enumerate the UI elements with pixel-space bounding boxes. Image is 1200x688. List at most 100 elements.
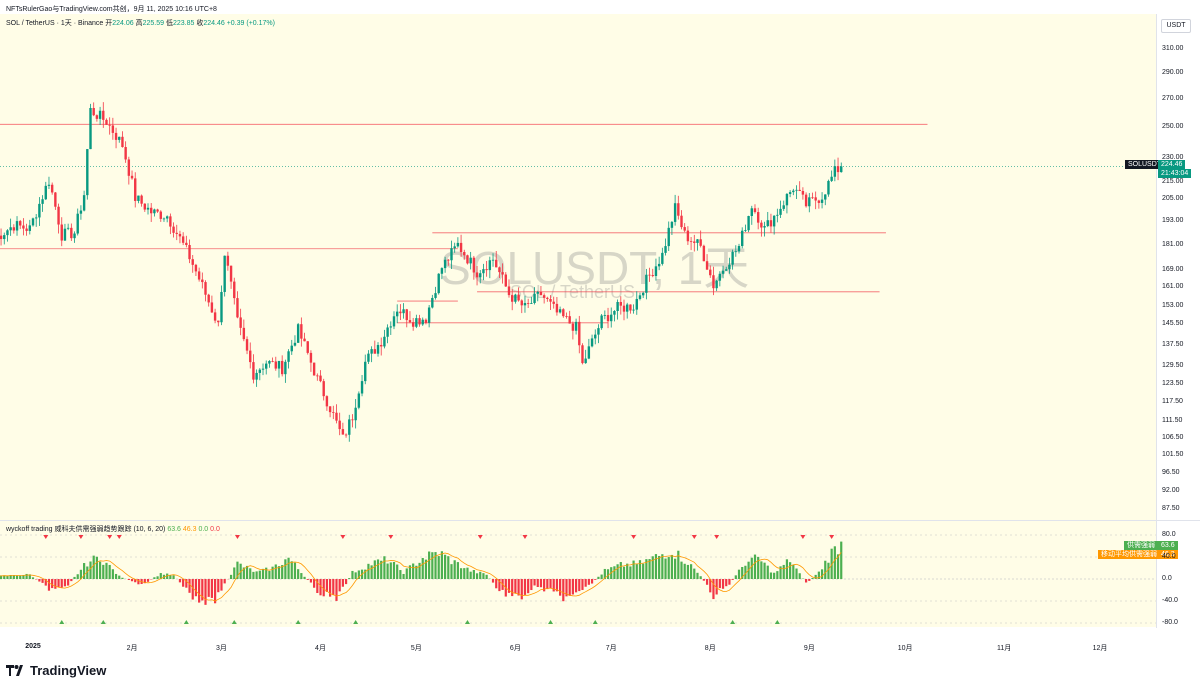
candle-body <box>699 239 702 246</box>
histogram-bar <box>166 573 169 579</box>
histogram-bar <box>47 579 51 591</box>
histogram-bar <box>527 579 530 594</box>
price-tick-label: 92.00 <box>1162 486 1180 494</box>
candle-body <box>772 215 776 227</box>
candle-body <box>325 396 329 407</box>
candle-body <box>667 227 670 247</box>
candle-body <box>833 166 837 177</box>
indicator-legend[interactable]: wyckoff trading 威科夫供需强弱趋势跟踪 (10, 6, 20) … <box>6 524 220 534</box>
buy-marker <box>592 620 598 624</box>
histogram-bar <box>543 579 546 592</box>
candle-body <box>661 252 664 264</box>
candle-body <box>169 216 172 227</box>
tradingview-logo[interactable]: TradingView <box>6 663 106 678</box>
histogram-bar <box>626 563 629 579</box>
candle-body <box>702 245 706 262</box>
histogram-bar <box>245 565 249 579</box>
histogram-bar <box>341 579 344 587</box>
indicator-name-tag-2: 移动平均供需强弱 <box>1098 550 1160 559</box>
candle-body <box>102 110 105 120</box>
histogram-bar <box>351 570 354 579</box>
indicator-tick-label: 40.0 <box>1162 553 1176 560</box>
histogram-bar <box>773 572 776 579</box>
histogram-bar <box>293 562 297 579</box>
candle-body <box>635 298 638 310</box>
histogram-bar <box>827 562 830 579</box>
histogram-bar <box>737 569 741 579</box>
candle-body <box>175 232 178 234</box>
candle-body <box>753 208 757 213</box>
histogram-bar <box>322 579 325 597</box>
histogram-bar <box>223 579 226 584</box>
candle-body <box>830 176 833 181</box>
candle-body <box>741 230 744 247</box>
histogram-bar <box>357 570 360 579</box>
histogram-bar <box>680 561 683 579</box>
candle-body <box>549 298 552 302</box>
histogram-bar <box>130 579 134 582</box>
candle-body <box>447 259 450 261</box>
histogram-bar <box>338 579 341 592</box>
candle-body <box>798 189 801 191</box>
candle-body <box>450 248 453 261</box>
candle-body <box>89 107 92 150</box>
histogram-bar <box>220 579 223 591</box>
histogram-bar <box>258 570 261 579</box>
candle-body <box>306 341 309 353</box>
candle-body <box>421 319 424 325</box>
candle-body <box>364 361 367 382</box>
histogram-bar <box>76 574 79 579</box>
histogram-bar <box>41 579 44 583</box>
candle-body <box>479 273 482 278</box>
candle-body <box>533 293 536 304</box>
candle-body <box>140 195 143 204</box>
candle-body <box>146 207 150 210</box>
histogram-bar <box>236 561 239 579</box>
indicator-tick-label: 0.0 <box>1162 575 1172 582</box>
histogram-bar <box>606 569 610 579</box>
price-tick-label: 205.00 <box>1162 195 1184 203</box>
histogram-bar <box>399 570 402 579</box>
histogram-bar <box>523 579 527 595</box>
currency-button[interactable]: USDT <box>1161 19 1191 33</box>
histogram-bar <box>188 579 191 593</box>
histogram-bar <box>306 579 309 580</box>
histogram-bar <box>638 560 642 579</box>
histogram-bar <box>73 576 76 579</box>
buy-marker <box>548 620 554 624</box>
histogram-bar <box>824 560 827 579</box>
buy-marker <box>774 620 780 624</box>
candle-body <box>108 124 111 126</box>
candle-body <box>357 393 361 408</box>
candle-body <box>488 260 492 271</box>
candle-body <box>645 274 648 293</box>
sell-marker <box>522 535 528 539</box>
indicator-tick-label: -40.0 <box>1162 597 1178 604</box>
histogram-bar <box>354 572 357 579</box>
histogram-bar <box>380 560 383 579</box>
histogram-bar <box>661 554 664 579</box>
pane-divider[interactable] <box>0 520 1200 521</box>
candle-body <box>207 294 210 303</box>
candle-body <box>709 269 712 276</box>
histogram-bar <box>511 579 514 597</box>
candle-body <box>696 239 699 243</box>
histogram-bar <box>169 575 172 579</box>
histogram-bar <box>622 566 626 579</box>
price-tick-label: 101.50 <box>1162 451 1184 459</box>
symbol-legend[interactable]: SOL / TetherUS · 1天 · Binance 开224.06 高2… <box>6 18 275 28</box>
candle-body <box>734 251 738 253</box>
candle-body <box>293 342 297 346</box>
histogram-bar <box>830 548 833 579</box>
histogram-bar <box>57 579 60 587</box>
histogram-bar <box>472 569 475 579</box>
histogram-bar <box>194 579 198 597</box>
candle-body <box>616 301 619 311</box>
candle-body <box>338 420 341 430</box>
candle-body <box>622 305 626 312</box>
histogram-bar <box>642 563 645 579</box>
histogram-bar <box>479 571 482 579</box>
close-value: 224.46 <box>203 20 225 27</box>
candle-body <box>495 259 498 268</box>
